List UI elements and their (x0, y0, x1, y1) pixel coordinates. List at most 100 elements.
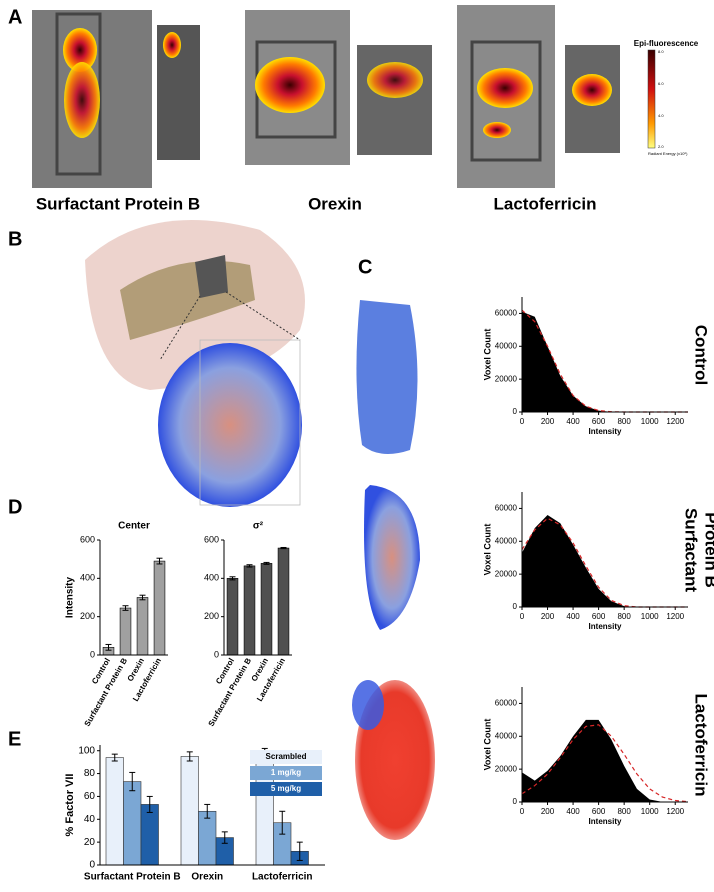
y-tick-label: 200 (204, 611, 219, 621)
panel-letter: C (358, 256, 372, 278)
y-tick-label: 80 (84, 768, 96, 779)
panel-letter: A (8, 6, 22, 28)
y-tick-label: 0 (513, 407, 518, 416)
colorbar-tick: 8.0 (658, 49, 664, 54)
image-label: Lactoferricin (494, 194, 597, 213)
row-label: Surfactant (682, 508, 701, 592)
row-label: Protein B (702, 512, 714, 588)
bar (260, 563, 273, 656)
y-tick-label: 60 (84, 791, 96, 802)
bar (119, 607, 132, 656)
y-axis-label: Intensity (65, 577, 76, 619)
volume-renders (85, 220, 435, 840)
x-tick-label: 200 (541, 417, 555, 426)
colorbar-tick: 6.0 (658, 81, 664, 86)
y-tick-label: 0 (513, 797, 518, 806)
bar (277, 547, 290, 656)
y-tick-label: 0 (513, 602, 518, 611)
histogram-area (522, 719, 688, 802)
y-tick-label: 0 (89, 860, 95, 871)
legend-swatch (250, 750, 322, 764)
bar (198, 810, 217, 866)
bar (226, 578, 239, 656)
x-tick-label: 200 (541, 612, 555, 621)
y-tick-label: 600 (204, 534, 219, 544)
y-tick-label: 60000 (495, 699, 518, 708)
row-label: Lactoferricin (692, 694, 711, 797)
x-tick-label: 600 (592, 417, 606, 426)
y-tick-label: 40000 (495, 536, 518, 545)
x-tick-label: 0 (520, 807, 525, 816)
colorbar-tick: 2.0 (658, 144, 664, 149)
image-label: Surfactant Protein B (36, 194, 200, 213)
y-axis-label: % Factor VII (64, 774, 76, 837)
image-label: Orexin (308, 194, 362, 213)
y-tick-label: 20000 (495, 374, 518, 383)
x-tick-label: 1200 (666, 612, 684, 621)
y-tick-label: 20000 (495, 569, 518, 578)
y-tick-label: 400 (204, 573, 219, 583)
x-tick-label: 1200 (666, 417, 684, 426)
x-tick-label: Surfactant Protein B (84, 872, 181, 883)
y-tick-label: 200 (80, 611, 95, 621)
panel-letter: D (8, 496, 22, 518)
y-tick-label: 600 (80, 534, 95, 544)
y-axis-label: Voxel Count (482, 329, 492, 381)
x-tick-label: 400 (566, 612, 580, 621)
x-axis-label: Intensity (589, 622, 622, 631)
legend-label: 5 mg/kg (271, 784, 301, 793)
panel-letter: E (8, 728, 21, 750)
y-axis-label: Voxel Count (482, 719, 492, 771)
bar (153, 560, 166, 656)
colorbar-unit: Radiant Energy (x10⁶) (648, 151, 688, 156)
row-label: Control (692, 325, 711, 385)
panel-letter: B (8, 228, 22, 250)
x-tick-label: 1000 (641, 612, 659, 621)
legend-label: Scrambled (266, 752, 307, 761)
x-tick-label: 1000 (641, 417, 659, 426)
x-tick-label: 1000 (641, 807, 659, 816)
y-tick-label: 20 (84, 837, 96, 848)
bar (123, 781, 142, 866)
x-tick-label: 800 (617, 417, 631, 426)
x-tick-label: 800 (617, 612, 631, 621)
bar (180, 756, 199, 866)
x-axis-label: Intensity (589, 817, 622, 826)
x-tick-label: Lactoferricin (252, 872, 313, 883)
bar (136, 597, 149, 656)
x-axis-label: Intensity (589, 427, 622, 436)
x-tick-label: 800 (617, 807, 631, 816)
legend-swatch (250, 782, 322, 796)
y-tick-label: 40000 (495, 341, 518, 350)
histogram-area (522, 311, 688, 412)
x-tick-label: 600 (592, 807, 606, 816)
y-tick-label: 0 (214, 649, 219, 659)
x-tick-label: 600 (592, 612, 606, 621)
y-axis-label: Voxel Count (482, 524, 492, 576)
legend-swatch (250, 766, 322, 780)
mouse-images (32, 5, 656, 188)
colorbar-tick: 4.0 (658, 113, 664, 118)
x-tick-label: 0 (520, 612, 525, 621)
bar (140, 804, 159, 866)
y-tick-label: 40 (84, 814, 96, 825)
x-tick-label: Orexin (191, 872, 223, 883)
fit-line (521, 724, 689, 803)
legend-label: 1 mg/kg (271, 768, 301, 777)
x-tick-label: 400 (566, 807, 580, 816)
y-tick-label: 0 (90, 649, 95, 659)
y-tick-label: 20000 (495, 764, 518, 773)
y-tick-label: 60000 (495, 309, 518, 318)
x-tick-label: 400 (566, 417, 580, 426)
colorbar-title: Epi-fluorescence (634, 39, 699, 48)
x-tick-label: 1200 (666, 807, 684, 816)
chart-title: σ² (253, 521, 264, 532)
chart-title: Center (118, 521, 150, 532)
x-tick-label: 200 (541, 807, 555, 816)
bar (243, 565, 256, 656)
y-tick-label: 400 (80, 573, 95, 583)
bar (105, 757, 124, 866)
y-tick-label: 60000 (495, 504, 518, 513)
x-tick-label: 0 (520, 417, 525, 426)
